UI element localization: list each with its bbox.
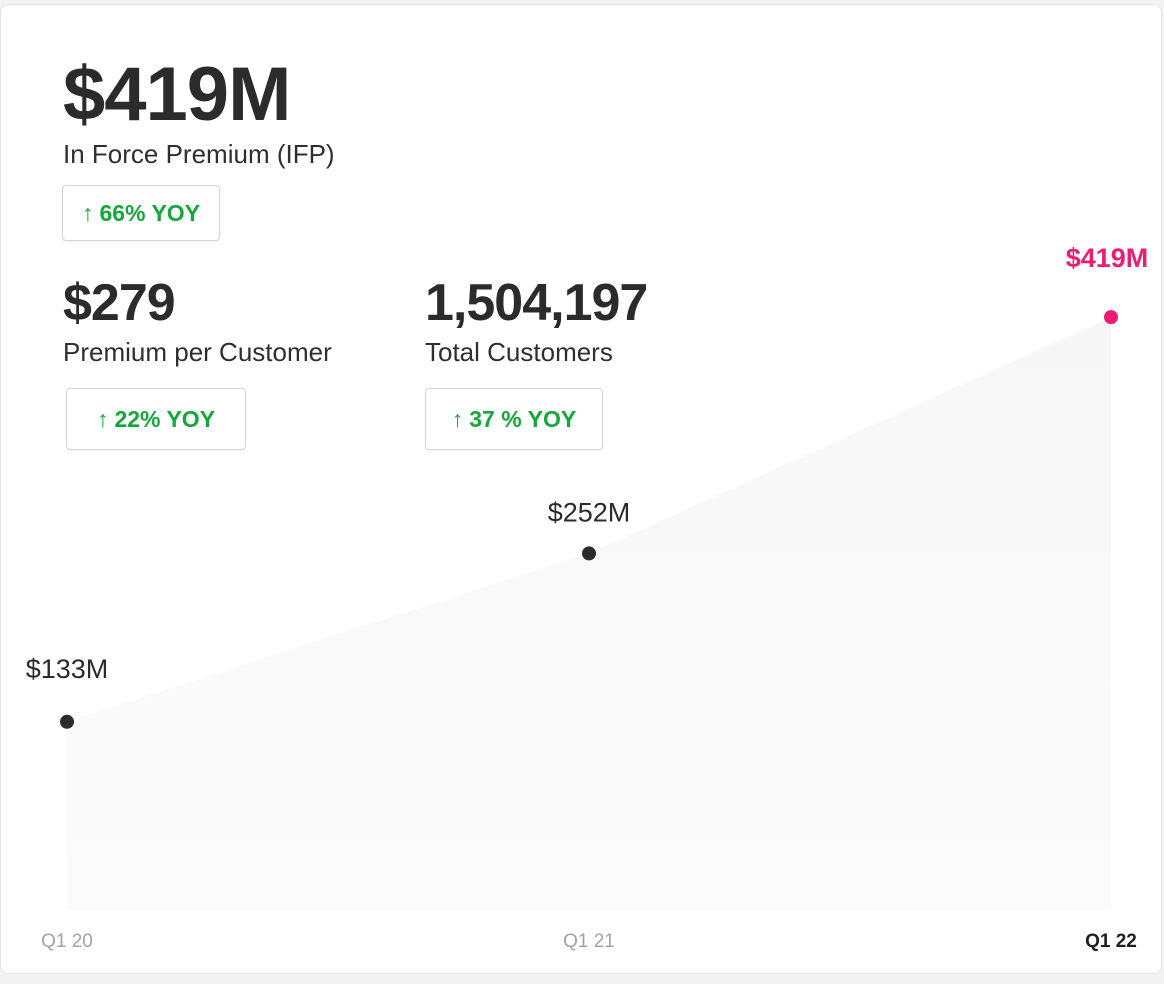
- premium-per-customer-label: Premium per Customer: [63, 337, 332, 367]
- ifp-area-chart: $133M Q1 20 $252M Q1 21 $419M Q1 22: [26, 243, 1149, 952]
- customers-yoy-text: 37 % YOY: [469, 405, 577, 432]
- arrow-up-icon: ↑: [81, 199, 94, 226]
- premium-yoy-badge: ↑ 22% YOY: [66, 388, 246, 450]
- total-customers-value: 1,504,197: [425, 274, 648, 332]
- x-tick-label: Q1 21: [563, 931, 615, 952]
- arrow-up-icon: ↑: [451, 405, 464, 432]
- data-label-q1-22: $419M: [1066, 243, 1149, 273]
- ifp-card: $419M In Force Premium (IFP) ↑ 66% YOY $…: [0, 4, 1162, 974]
- ifp-value: $419M: [63, 52, 291, 137]
- total-customers-label: Total Customers: [425, 337, 613, 367]
- data-point-q1-20: [60, 714, 74, 729]
- ifp-yoy-text: 66% YOY: [99, 199, 201, 226]
- premium-per-customer-value: $279: [63, 274, 176, 332]
- data-label-q1-20: $133M: [26, 654, 109, 684]
- ifp-label: In Force Premium (IFP): [63, 139, 335, 169]
- x-tick-label: Q1 20: [41, 931, 93, 952]
- arrow-up-icon: ↑: [96, 405, 109, 432]
- x-tick-label: Q1 22: [1085, 931, 1137, 952]
- ifp-yoy-badge: ↑ 66% YOY: [62, 185, 220, 241]
- data-point-q1-22: [1104, 310, 1118, 325]
- area-fill: [67, 317, 1111, 910]
- data-point-q1-21: [582, 546, 596, 561]
- premium-yoy-text: 22% YOY: [114, 405, 216, 432]
- data-label-q1-21: $252M: [548, 497, 631, 527]
- customers-yoy-badge: ↑ 37 % YOY: [425, 388, 603, 450]
